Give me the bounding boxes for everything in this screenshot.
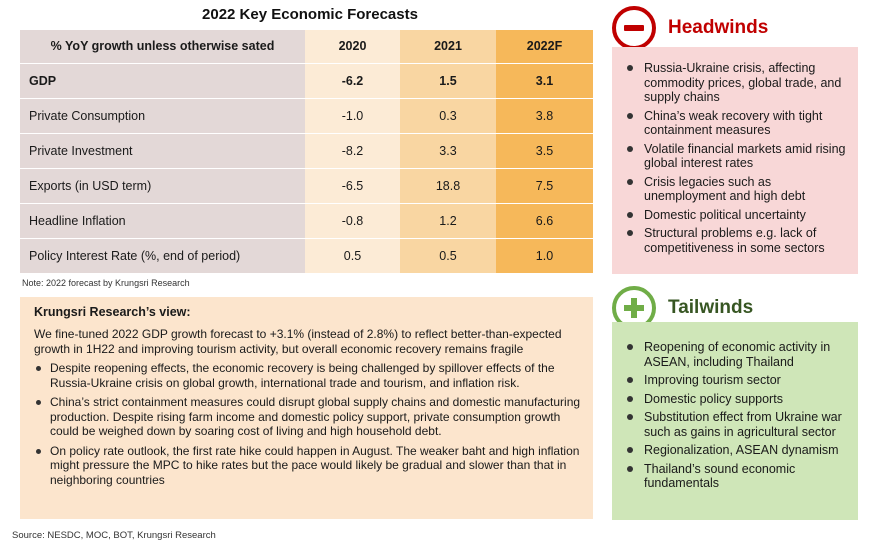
- tailwinds-panel: Reopening of economic activity in ASEAN,…: [612, 322, 858, 520]
- table-cell: 1.2: [400, 202, 496, 239]
- table-cell: -8.2: [305, 132, 400, 169]
- table-cell: 1.0: [496, 237, 593, 274]
- row-label: GDP: [20, 62, 305, 99]
- headwinds-header: Headwinds: [612, 6, 768, 50]
- list-item: Russia-Ukraine crisis, affecting commodi…: [624, 61, 850, 105]
- list-item: China’s weak recovery with tight contain…: [624, 109, 850, 138]
- list-item: Regionalization, ASEAN dynamism: [624, 443, 850, 458]
- page-title: 2022 Key Economic Forecasts: [202, 6, 418, 23]
- tailwinds-title: Tailwinds: [668, 297, 754, 318]
- column-header: 2022F: [496, 30, 593, 64]
- table-cell: 3.3: [400, 132, 496, 169]
- table-row: Exports (in USD term) -6.5 18.8 7.5: [20, 167, 593, 204]
- headwinds-list: Russia-Ukraine crisis, affecting commodi…: [624, 61, 850, 255]
- view-title: Krungsri Research’s view:: [34, 305, 191, 319]
- view-intro: We fine-tuned 2022 GDP growth forecast t…: [34, 327, 562, 356]
- table-cell: 3.5: [496, 132, 593, 169]
- table-row: Policy Interest Rate (%, end of period) …: [20, 237, 593, 274]
- row-label: Private Consumption: [20, 97, 305, 134]
- list-item: Structural problems e.g. lack of competi…: [624, 226, 850, 255]
- list-item: Crisis legacies such as unemployment and…: [624, 175, 850, 204]
- headwinds-title: Headwinds: [668, 17, 769, 38]
- table-row: GDP -6.2 1.5 3.1: [20, 62, 593, 99]
- table-cell: 0.5: [400, 237, 496, 274]
- column-header: 2020: [305, 30, 400, 64]
- list-item: Domestic political uncertainty: [624, 208, 850, 223]
- list-item: Substitution effect from Ukraine war suc…: [624, 410, 850, 439]
- list-item: Domestic policy supports: [624, 392, 850, 407]
- list-item: Volatile financial markets amid rising g…: [624, 142, 850, 171]
- table-cell: 1.5: [400, 62, 496, 99]
- table-cell: 3.8: [496, 97, 593, 134]
- table-cell: -0.8: [305, 202, 400, 239]
- list-item: Despite reopening effects, the economic …: [34, 361, 581, 390]
- forecast-table: % YoY growth unless otherwise sated 2020…: [20, 30, 593, 274]
- table-cell: -6.2: [305, 62, 400, 99]
- tailwinds-list: Reopening of economic activity in ASEAN,…: [624, 340, 850, 491]
- list-item: Improving tourism sector: [624, 373, 850, 388]
- row-label: Private Investment: [20, 132, 305, 169]
- table-cell: 6.6: [496, 202, 593, 239]
- table-header-row: % YoY growth unless otherwise sated 2020…: [20, 30, 593, 64]
- table-note: Note: 2022 forecast by Krungsri Research: [22, 278, 190, 288]
- table-row: Headline Inflation -0.8 1.2 6.6: [20, 202, 593, 239]
- list-item: Thailand’s sound economic fundamentals: [624, 462, 850, 491]
- table-row: Private Consumption -1.0 0.3 3.8: [20, 97, 593, 134]
- list-item: China’s strict containment measures coul…: [34, 395, 581, 439]
- table-cell: 0.3: [400, 97, 496, 134]
- row-label: Exports (in USD term): [20, 167, 305, 204]
- headwinds-panel: Russia-Ukraine crisis, affecting commodi…: [612, 47, 858, 274]
- minus-circle-icon: [612, 6, 656, 50]
- table-cell: -6.5: [305, 167, 400, 204]
- table-cell: 7.5: [496, 167, 593, 204]
- table-cell: 3.1: [496, 62, 593, 99]
- tailwinds-header: Tailwinds: [612, 286, 753, 330]
- table-row: Private Investment -8.2 3.3 3.5: [20, 132, 593, 169]
- row-label: Headline Inflation: [20, 202, 305, 239]
- table-cell: 18.8: [400, 167, 496, 204]
- research-view-box: Krungsri Research’s view: We fine-tuned …: [20, 297, 593, 519]
- column-header: % YoY growth unless otherwise sated: [20, 30, 305, 64]
- list-item: Reopening of economic activity in ASEAN,…: [624, 340, 850, 369]
- row-label: Policy Interest Rate (%, end of period): [20, 237, 305, 274]
- view-bullet-list: Despite reopening effects, the economic …: [34, 361, 581, 487]
- list-item: On policy rate outlook, the first rate h…: [34, 444, 581, 488]
- source-note: Source: NESDC, MOC, BOT, Krungsri Resear…: [12, 530, 216, 541]
- table-cell: 0.5: [305, 237, 400, 274]
- column-header: 2021: [400, 30, 496, 64]
- table-cell: -1.0: [305, 97, 400, 134]
